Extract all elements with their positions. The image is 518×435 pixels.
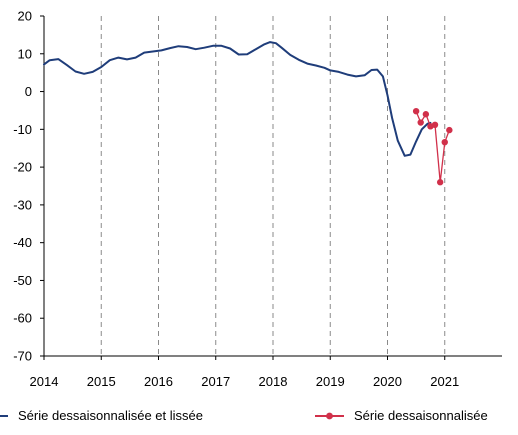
legend-marker-raw [326,412,333,420]
y-tick-label: -20 [13,160,32,175]
y-tick-label: 20 [18,9,32,24]
x-tick-label: 2018 [259,374,288,389]
y-tick-label: -40 [13,235,32,250]
raw-series-point [441,138,448,146]
raw-series-point [422,111,430,118]
raw-series-point [446,126,453,134]
y-tick-label: 0 [25,84,32,99]
x-tick-label: 2015 [87,374,116,389]
raw-series-point [431,121,439,128]
y-tick-label: -30 [13,197,32,212]
axes [40,15,502,360]
series-raw [412,108,453,186]
y-tick-label: -60 [13,311,32,326]
legend: Série dessaisonnalisée et lissée Série de… [0,408,488,423]
x-tick-label: 2021 [430,374,459,389]
series-group [43,41,453,186]
raw-series-point [436,179,444,186]
y-tick-label: -70 [13,349,32,364]
smoothed-series-line [43,41,432,157]
legend-label-raw: Série dessaisonnalisée [354,408,488,423]
raw-series-point [412,108,420,115]
series-smoothed [43,41,432,157]
raw-series-point [417,119,424,126]
vertical-gridlines [100,16,446,356]
y-tick-label: 10 [18,46,32,61]
y-tick-label: -50 [13,273,32,288]
y-tick-label: -10 [13,122,32,137]
x-tick-label: 2020 [373,374,402,389]
x-tick-label: 2014 [30,374,59,389]
x-tick-label: 2017 [201,374,230,389]
tick-labels: 20 10 0 -10 -20 -30 -40 -50 -60 -70 2014 2015 2016 20… [13,9,459,390]
legend-label-smoothed: Série dessaisonnalisée et lissée [18,408,203,423]
x-tick-label: 2019 [316,374,345,389]
x-tick-label: 2016 [144,374,173,389]
